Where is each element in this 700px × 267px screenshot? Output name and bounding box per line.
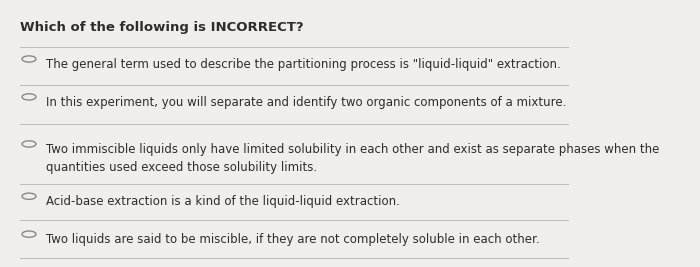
Text: The general term used to describe the partitioning process is "liquid-liquid" ex: The general term used to describe the pa… [46,58,561,71]
Text: Acid-base extraction is a kind of the liquid-liquid extraction.: Acid-base extraction is a kind of the li… [46,195,400,208]
Text: In this experiment, you will separate and identify two organic components of a m: In this experiment, you will separate an… [46,96,567,109]
Text: Two immiscible liquids only have limited solubility in each other and exist as s: Two immiscible liquids only have limited… [46,143,660,174]
Text: Which of the following is INCORRECT?: Which of the following is INCORRECT? [20,21,304,34]
Text: Two liquids are said to be miscible, if they are not completely soluble in each : Two liquids are said to be miscible, if … [46,233,540,246]
